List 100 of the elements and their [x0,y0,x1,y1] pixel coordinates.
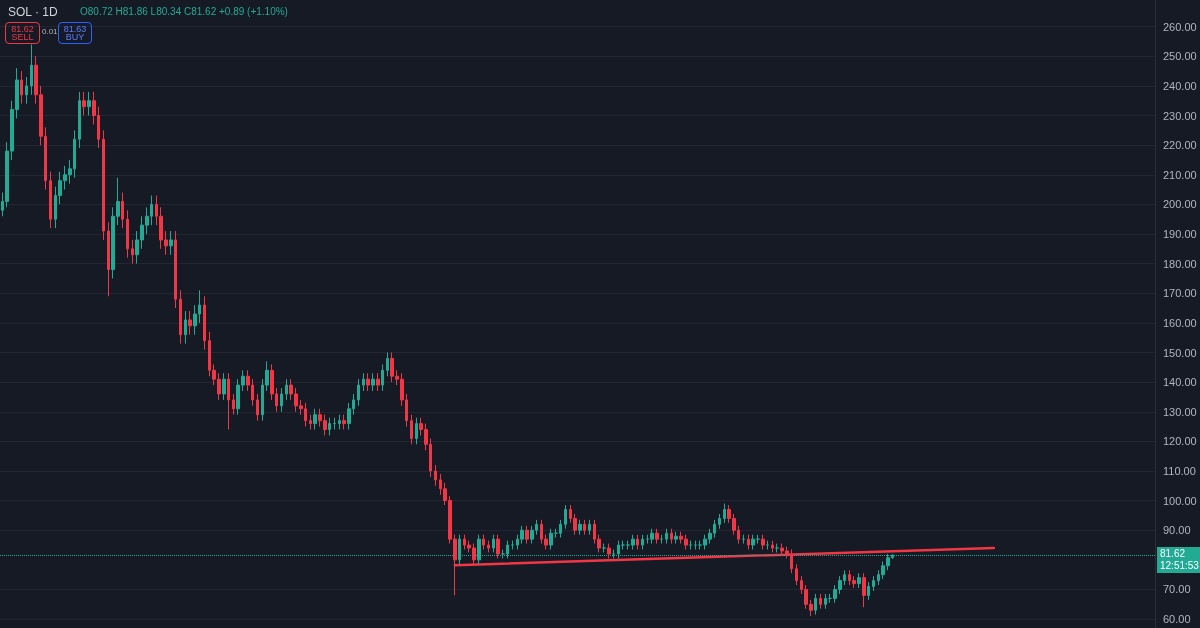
candlestick [857,572,861,589]
candlestick [179,289,182,345]
candlestick [381,363,384,392]
y-tick-label: 210.00 [1163,168,1197,181]
candlestick [867,581,870,601]
candlestick [313,408,317,431]
y-tick-label: 200.00 [1163,198,1197,211]
candlestick [487,540,490,553]
text: 12:51:53 [1160,560,1199,573]
chart-title: SOL · 1D [8,5,58,19]
candlestick [641,534,644,550]
y-tick-label: 150.00 [1163,346,1197,359]
annotation: 81.63 [62,24,88,34]
candlestick [415,417,418,445]
candlestick [121,192,124,229]
y-tick-label: 130.00 [1163,405,1197,418]
candlestick [723,503,726,524]
candlestick [232,393,235,416]
candlestick [203,295,206,351]
candlestick [362,372,365,392]
y-tick-label: 230.00 [1163,109,1197,122]
candlestick [525,525,529,545]
y-tick-label: 170.00 [1163,287,1197,300]
candlestick [631,534,635,550]
annotation: 81.62 [10,24,35,34]
button: 81.63 BUY [58,22,92,44]
y-tick-label: 120.00 [1163,435,1197,448]
candlestick [87,91,91,117]
candlestick [650,528,654,545]
y-tick-label: 70.00 [1163,583,1191,596]
y-tick-label: 100.00 [1163,494,1197,507]
candlestick [492,534,495,553]
candlestick [761,534,765,550]
candlestick [872,575,875,592]
candlestick [819,593,822,610]
candlestick [102,129,105,241]
candlestick [184,310,187,345]
candlestick [285,378,288,401]
y-tick-label: 160.00 [1163,316,1197,329]
candlestick [583,519,586,536]
candlestick [410,414,413,445]
candlestick [169,230,173,256]
y-tick-label: 220.00 [1163,139,1197,152]
annotation: 0.01 [42,27,58,36]
y-tick-label: 60.00 [1163,613,1191,626]
y-tick-label: 260.00 [1163,20,1197,33]
y-tick-label: 110.00 [1163,465,1196,477]
candlestick [338,414,341,431]
candlestick [636,534,639,550]
candlestick [434,464,437,487]
y-tick-label: 180.00 [1163,257,1197,270]
candlestick [280,387,283,413]
candlestick [482,534,485,550]
annotation: O80.72 H81.86 L80.34 C81.62 +0.89 (+1.10%) [80,6,288,17]
candlestick [20,70,23,105]
ref-line-label: 81.62 [1160,548,1187,561]
candlestick [814,593,817,616]
candlestick [795,563,798,586]
button: 81.62 SELL [5,22,40,44]
candlestick [328,417,331,436]
candlestick [559,519,562,539]
annotation: BUY [64,32,86,42]
candlestick [82,91,86,117]
candlestick [771,540,774,553]
candlestick [386,352,389,377]
candlestick [30,43,33,96]
candlestick [496,534,500,559]
candlestick [342,414,346,431]
candlestick [131,239,134,265]
candlestick [256,393,259,422]
y-tick-label: 240.00 [1163,79,1197,92]
candlestick [588,519,591,536]
candlestick [674,531,678,545]
candlestick [718,513,721,530]
candlestick [665,528,668,545]
candlestick [564,504,567,530]
y-tick-label: 250.00 [1163,50,1197,63]
candlestick [357,378,360,407]
y-tick-label: 140.00 [1163,376,1197,389]
candlestick [366,372,370,392]
candlestick [227,372,230,431]
candlestick [25,76,28,105]
y-tick-label: 190.00 [1163,228,1197,241]
candlestick [174,230,177,309]
candlestick [309,414,312,431]
candlestick [751,534,755,550]
candlestick [655,528,659,545]
annotation: SELL [10,32,35,42]
candlestick [824,593,827,610]
candlestick [747,534,750,550]
candlestick [49,171,52,229]
candlestick [107,221,110,297]
candlestick [126,209,129,259]
candlestick [578,519,582,536]
candlestick [371,372,375,392]
candlestick [376,372,380,392]
candlestick [222,372,226,401]
candlestick [549,528,553,550]
candlestick [862,572,866,608]
candlestick [188,310,192,336]
